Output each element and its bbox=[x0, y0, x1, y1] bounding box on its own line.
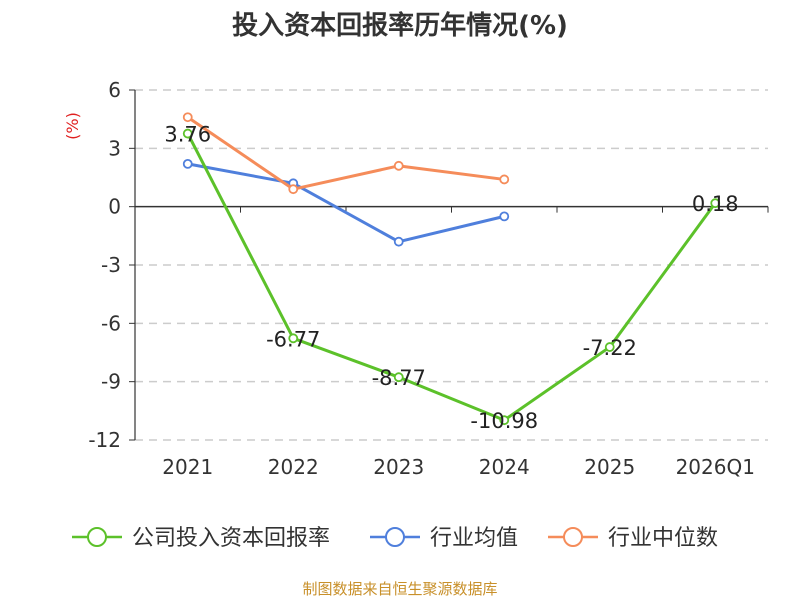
data-point bbox=[499, 415, 510, 426]
data-label: 0.18 bbox=[692, 192, 739, 216]
series-line bbox=[186, 132, 717, 422]
y-tick-label: -9 bbox=[101, 370, 121, 394]
source-note: 制图数据来自恒生聚源数据库 bbox=[302, 580, 497, 598]
data-point bbox=[710, 198, 721, 209]
y-tick-label: 0 bbox=[108, 195, 121, 219]
legend-label: 公司投入资本回报率 bbox=[132, 526, 330, 551]
data-label: -6.77 bbox=[266, 327, 320, 351]
data-point bbox=[393, 236, 404, 247]
y-tick-label: 3 bbox=[108, 136, 121, 160]
data-point bbox=[182, 128, 193, 139]
data-point bbox=[288, 184, 299, 195]
data-label: -8.77 bbox=[372, 366, 426, 390]
data-point bbox=[604, 342, 615, 352]
legend-swatch-marker bbox=[385, 527, 405, 547]
data-label: -10.98 bbox=[470, 409, 538, 433]
data-label: -7.22 bbox=[583, 336, 637, 360]
legend-swatch-marker bbox=[87, 527, 107, 547]
x-tick-label: 2022 bbox=[268, 455, 319, 479]
data-label: 3.76 bbox=[164, 123, 211, 147]
legend: 公司投入资本回报率 行业均值 行业中位数 bbox=[72, 526, 718, 551]
y-axis-unit-label: (%) bbox=[63, 112, 82, 140]
data-point bbox=[499, 211, 510, 222]
data-point bbox=[393, 160, 404, 171]
chart-title: 投入资本回报率历年情况(%) bbox=[232, 10, 568, 41]
y-tick-label: -6 bbox=[101, 311, 121, 335]
x-tick-label: 2023 bbox=[373, 455, 424, 479]
data-point bbox=[288, 333, 299, 344]
data-point bbox=[393, 372, 404, 383]
data-point bbox=[182, 158, 193, 169]
legend-label: 行业中位数 bbox=[608, 526, 718, 551]
y-tick-label: 6 bbox=[108, 78, 121, 102]
axes: 6 3 0 -3 -6 -9 -12 2021 2022 2023 2024 2025 2026Q1 bbox=[88, 78, 769, 479]
legend-swatch-marker bbox=[563, 527, 583, 547]
x-tick-label: 2024 bbox=[479, 455, 530, 479]
x-tick-label: 2021 bbox=[162, 455, 213, 479]
series-line bbox=[186, 115, 505, 191]
data-point bbox=[182, 112, 193, 123]
data-labels: 3.76 -6.77 -8.77 -10.98 -7.22 0.18 bbox=[164, 123, 738, 434]
x-tick-label: 2026Q1 bbox=[676, 455, 755, 479]
series-lines bbox=[182, 112, 721, 426]
grid-lines bbox=[135, 89, 768, 441]
series-line bbox=[187, 162, 505, 244]
legend-label: 行业均值 bbox=[430, 526, 518, 551]
x-tick-label: 2025 bbox=[584, 455, 635, 479]
y-tick-label: -12 bbox=[88, 428, 121, 452]
data-point bbox=[499, 174, 510, 185]
y-tick-label: -3 bbox=[101, 253, 121, 277]
